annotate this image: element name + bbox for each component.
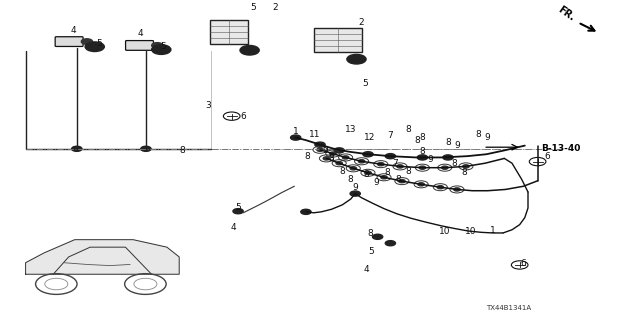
FancyBboxPatch shape xyxy=(125,41,154,50)
Text: 8: 8 xyxy=(415,136,420,145)
Text: 8: 8 xyxy=(420,148,425,156)
Circle shape xyxy=(437,186,444,189)
Text: 1: 1 xyxy=(490,226,495,235)
Text: 3: 3 xyxy=(205,101,211,110)
Circle shape xyxy=(385,154,396,159)
Circle shape xyxy=(350,191,360,196)
Text: 1: 1 xyxy=(293,127,298,136)
Text: 8: 8 xyxy=(476,130,481,139)
Text: 8: 8 xyxy=(305,152,310,161)
Text: B-13-40: B-13-40 xyxy=(541,144,580,153)
Circle shape xyxy=(417,155,428,160)
Text: 8: 8 xyxy=(452,159,457,168)
Text: 8: 8 xyxy=(348,175,353,184)
Circle shape xyxy=(363,152,373,157)
Text: 8: 8 xyxy=(406,125,411,134)
Circle shape xyxy=(240,45,259,55)
Text: 7: 7 xyxy=(388,132,393,140)
Text: 9: 9 xyxy=(485,133,490,142)
Circle shape xyxy=(443,155,453,160)
Text: FR.: FR. xyxy=(556,5,576,23)
Text: 8: 8 xyxy=(340,167,345,176)
Circle shape xyxy=(397,165,403,168)
Text: 5: 5 xyxy=(250,4,255,12)
Text: 12: 12 xyxy=(364,133,375,142)
FancyBboxPatch shape xyxy=(55,37,83,46)
Bar xyxy=(210,20,248,44)
Text: 4: 4 xyxy=(138,29,143,38)
Circle shape xyxy=(463,165,469,168)
Text: 8: 8 xyxy=(420,133,425,142)
Text: 6: 6 xyxy=(241,112,246,121)
Circle shape xyxy=(317,148,323,151)
Text: 4: 4 xyxy=(231,223,236,232)
Circle shape xyxy=(381,176,387,179)
Text: 5: 5 xyxy=(161,42,166,51)
Circle shape xyxy=(233,209,243,214)
Circle shape xyxy=(418,183,424,186)
Circle shape xyxy=(152,43,163,48)
Circle shape xyxy=(372,234,383,239)
Text: 5: 5 xyxy=(369,247,374,256)
Text: 8: 8 xyxy=(445,138,451,147)
Circle shape xyxy=(342,156,349,159)
Circle shape xyxy=(365,171,371,174)
Text: 7: 7 xyxy=(393,159,398,168)
Text: 8: 8 xyxy=(329,154,334,163)
Circle shape xyxy=(336,162,342,165)
Text: 6: 6 xyxy=(521,260,526,268)
Circle shape xyxy=(72,146,82,151)
Text: 8: 8 xyxy=(367,229,372,238)
Circle shape xyxy=(152,45,171,54)
Text: 9: 9 xyxy=(374,178,379,187)
Circle shape xyxy=(334,148,344,153)
Text: TX44B1341A: TX44B1341A xyxy=(486,305,531,311)
Text: 8: 8 xyxy=(364,170,369,179)
Text: 6: 6 xyxy=(545,152,550,161)
Text: 8: 8 xyxy=(180,146,185,155)
Polygon shape xyxy=(26,240,179,274)
Text: 10: 10 xyxy=(465,228,477,236)
Text: 8: 8 xyxy=(385,168,390,177)
Circle shape xyxy=(301,209,311,214)
Text: 2: 2 xyxy=(359,18,364,27)
Circle shape xyxy=(454,188,460,191)
Text: 4: 4 xyxy=(71,26,76,35)
Circle shape xyxy=(347,54,366,64)
Text: 5: 5 xyxy=(97,39,102,48)
Text: 9: 9 xyxy=(455,141,460,150)
Text: 5: 5 xyxy=(362,79,367,88)
Text: 4: 4 xyxy=(364,265,369,274)
Text: 9: 9 xyxy=(353,183,358,192)
Circle shape xyxy=(419,166,426,169)
Text: 8: 8 xyxy=(396,175,401,184)
Text: 11: 11 xyxy=(309,130,321,139)
Circle shape xyxy=(330,152,336,155)
Circle shape xyxy=(378,163,384,166)
Circle shape xyxy=(323,157,330,160)
Text: 8: 8 xyxy=(462,168,467,177)
Text: 9: 9 xyxy=(323,146,328,155)
Text: 2: 2 xyxy=(273,4,278,12)
Bar xyxy=(314,28,362,52)
Circle shape xyxy=(442,166,448,169)
Text: 10: 10 xyxy=(439,228,451,236)
Text: 8: 8 xyxy=(406,167,411,176)
Circle shape xyxy=(315,142,325,147)
Circle shape xyxy=(358,160,365,163)
Text: 13: 13 xyxy=(345,125,356,134)
Text: 5: 5 xyxy=(236,204,241,212)
Circle shape xyxy=(81,39,93,44)
Circle shape xyxy=(350,167,356,170)
Text: 9: 9 xyxy=(428,156,433,164)
Circle shape xyxy=(141,146,151,151)
Circle shape xyxy=(291,135,301,140)
Circle shape xyxy=(385,241,396,246)
Circle shape xyxy=(399,180,405,183)
Circle shape xyxy=(85,42,104,52)
